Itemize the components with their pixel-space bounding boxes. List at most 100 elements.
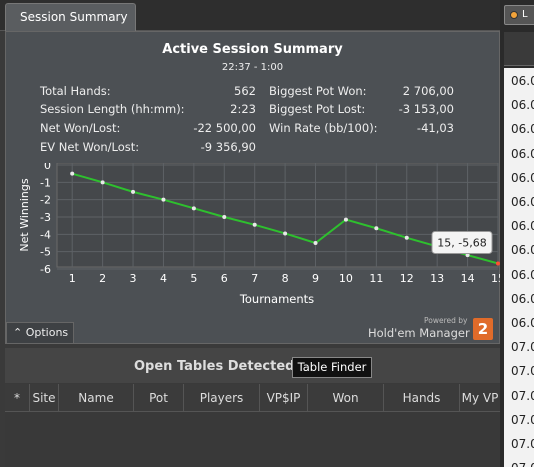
- right-panel-row[interactable]: 06.0: [511, 195, 534, 209]
- right-panel-button[interactable]: L: [504, 5, 534, 25]
- x-tick-label: 10: [339, 272, 353, 285]
- stat-label-ev-net-won-lost: EV Net Won/Lost:: [40, 140, 140, 154]
- right-panel-header: [504, 32, 534, 66]
- session-summary-panel: Active Session Summary 22:37 - 1:00 Tota…: [5, 31, 505, 344]
- stat-label-biggest-pot-lost: Biggest Pot Lost:: [269, 102, 366, 116]
- right-panel-row[interactable]: 07.0: [511, 461, 534, 467]
- right-panel-row[interactable]: 07.0: [511, 388, 534, 403]
- column-header-vpip[interactable]: VP$IP: [260, 384, 308, 412]
- x-tick-label: 11: [369, 272, 383, 285]
- open-tables-header: Open Tables Detected Table Finder: [5, 348, 500, 383]
- tab-session-summary[interactable]: Session Summary: [5, 3, 136, 31]
- chevron-up-icon: ⌃: [13, 326, 23, 339]
- column-header-my-vpip[interactable]: My VP: [461, 391, 499, 405]
- column-header-won[interactable]: Won: [308, 384, 384, 412]
- x-tick-label: 2: [99, 272, 106, 285]
- right-panel-row[interactable]: 07.0: [511, 340, 534, 355]
- right-panel-row[interactable]: 06.0: [511, 170, 534, 185]
- y-tick-label: 0: [44, 163, 51, 172]
- x-tick-label: 8: [282, 272, 289, 285]
- options-label: Options: [25, 326, 69, 339]
- options-button[interactable]: ⌃ Options: [6, 322, 74, 344]
- plot-area: [56, 162, 499, 268]
- x-tick-label: 3: [130, 272, 137, 285]
- data-point: [313, 241, 318, 245]
- stat-value-session-length: 2:23: [230, 102, 256, 116]
- y-tick-label: -1: [40, 176, 51, 189]
- right-side-panel: L 06.0 06.0 06.0 06.0 06.0 06.0 06.0 06.0 06.0 06…: [500, 0, 534, 467]
- right-panel-row[interactable]: 06.0: [511, 291, 534, 306]
- data-point: [496, 261, 500, 266]
- stat-label-net-won-lost: Net Won/Lost:: [40, 121, 121, 135]
- stat-value-win-rate: -41,03: [416, 121, 454, 135]
- x-tick-label: 14: [461, 272, 475, 285]
- column-header-hands[interactable]: Hands: [384, 384, 460, 412]
- right-panel-row[interactable]: 06.0: [511, 316, 534, 330]
- x-tick-label: 4: [160, 272, 167, 285]
- right-panel-row[interactable]: 07.0: [511, 412, 534, 427]
- data-point: [252, 222, 257, 227]
- column-header-site[interactable]: Site: [30, 384, 59, 412]
- right-panel-row[interactable]: 06.0: [511, 267, 534, 282]
- x-tick-label: 5: [190, 272, 197, 285]
- right-panel-row[interactable]: 06.0: [511, 122, 534, 137]
- stat-value-biggest-pot-lost: -3 153,00: [398, 102, 454, 116]
- y-tick-label: -2: [40, 194, 51, 207]
- y-tick-label: -3: [40, 211, 51, 224]
- stat-value-biggest-pot-won: 2 706,00: [402, 84, 454, 98]
- powered-by-text: Powered by: [424, 316, 468, 325]
- x-tick-label: 9: [312, 272, 319, 285]
- data-point: [100, 180, 105, 185]
- data-point: [374, 226, 379, 231]
- stat-label-total-hands: Total Hands:: [40, 84, 111, 98]
- open-tables-list: [5, 412, 500, 467]
- stat-label-session-length: Session Length (hh:mm):: [40, 102, 185, 116]
- tab-strip: Session Summary: [0, 0, 500, 31]
- data-tooltip: [431, 230, 493, 254]
- x-tick-label: 15: [491, 272, 500, 285]
- data-point: [131, 189, 136, 194]
- column-header-name[interactable]: Name: [59, 384, 134, 412]
- x-tick-label: 13: [430, 272, 444, 285]
- stat-value-total-hands: 562: [234, 84, 256, 98]
- summary-title: Active Session Summary: [162, 42, 343, 57]
- data-point: [222, 215, 227, 219]
- data-tooltip-text: 15, -5,68: [437, 236, 486, 249]
- x-tick-label: 12: [400, 272, 414, 285]
- right-panel-button-label: L: [522, 9, 528, 20]
- stat-value-ev-net-won-lost: -9 356,90: [200, 140, 256, 154]
- right-panel-row[interactable]: 07.0: [511, 364, 534, 379]
- stat-label-win-rate: Win Rate (bb/100):: [269, 121, 378, 135]
- session-time-range: 22:37 - 1:00: [221, 62, 284, 73]
- table-finder-button[interactable]: Table Finder: [292, 357, 372, 378]
- right-panel-row[interactable]: 06.0: [511, 74, 534, 88]
- right-panel-row[interactable]: 06.0: [511, 219, 534, 234]
- open-tables-column-headers: * Site Name Pot Players VP$IP Won Hands …: [5, 384, 500, 412]
- brand-name: Hold'em Manager: [368, 326, 470, 340]
- orange-dot-icon: [510, 11, 518, 19]
- data-point: [191, 206, 196, 211]
- x-tick-label: 6: [221, 272, 228, 285]
- y-axis-label: Net Winnings: [18, 178, 31, 251]
- x-tick-label: 7: [251, 272, 258, 285]
- right-panel-list: 06.0 06.0 06.0 06.0 06.0 06.0 06.0 06.0 06.0 06.0…: [504, 68, 534, 467]
- stat-label-biggest-pot-won: Biggest Pot Won:: [269, 84, 367, 98]
- data-point: [70, 171, 75, 176]
- right-panel-row[interactable]: 06.0: [511, 146, 534, 161]
- right-panel-row[interactable]: 07.0: [511, 437, 534, 451]
- y-tick-label: -4: [40, 228, 51, 241]
- right-panel-row[interactable]: 06.0: [511, 98, 534, 113]
- data-point: [465, 253, 470, 258]
- column-header-star[interactable]: *: [5, 384, 30, 412]
- hem2-logo-icon: 2: [473, 318, 493, 340]
- data-point: [404, 235, 409, 240]
- column-header-pot[interactable]: Pot: [134, 384, 184, 412]
- column-header-players[interactable]: Players: [184, 384, 260, 412]
- data-point: [343, 217, 348, 222]
- right-panel-row[interactable]: 06.0: [511, 243, 534, 258]
- x-axis-label: Tournaments: [239, 292, 314, 306]
- data-point: [161, 197, 166, 202]
- y-tick-label: -6: [40, 263, 51, 276]
- stat-value-net-won-lost: -22 500,00: [193, 121, 256, 135]
- y-tick-label: -5: [40, 246, 51, 259]
